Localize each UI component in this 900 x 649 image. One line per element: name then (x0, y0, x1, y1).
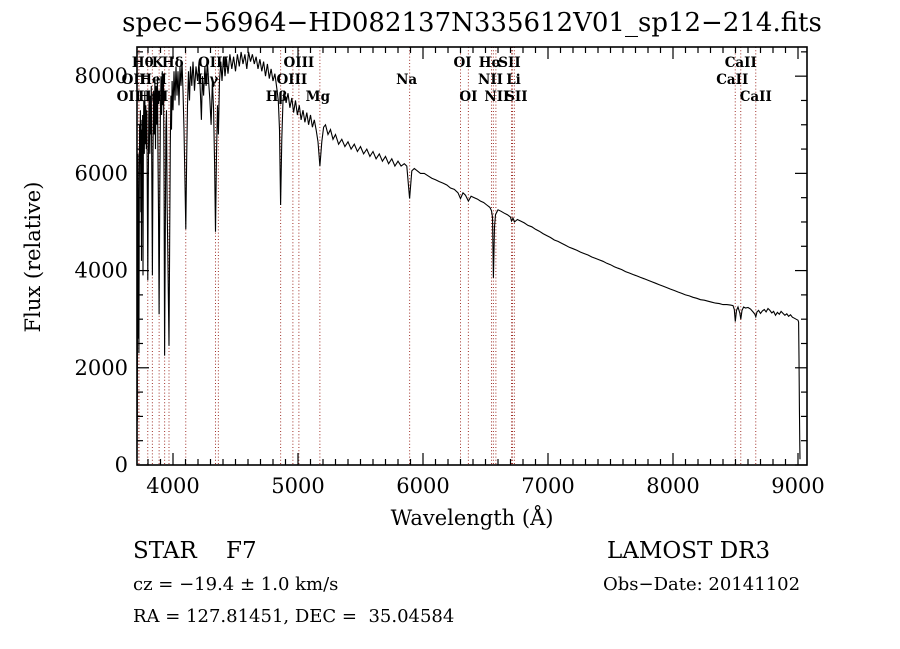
survey-release-label: LAMOST DR3 (607, 538, 771, 564)
spectral-line-label: OIII (277, 72, 308, 88)
x-tick-label: 5000 (271, 474, 324, 498)
spectral-line-label: OII (117, 89, 141, 105)
spectral-line-label: NII (478, 72, 503, 88)
x-tick-label: 9000 (771, 474, 824, 498)
spectral-line-label: OII (122, 72, 146, 88)
object-class-label: STAR F7 (133, 538, 257, 564)
spectral-line-label: Mg (306, 89, 331, 105)
y-tick-label: 0 (115, 453, 128, 477)
ra-dec-label: RA = 127.81451, DEC = 35.04584 (133, 606, 455, 627)
spectral-line-label: CaII (716, 72, 748, 88)
x-tick-label: 4000 (146, 474, 199, 498)
spectral-line-label: HeI (139, 72, 167, 88)
spectral-line-label: SII (498, 55, 520, 71)
spectral-line-label: Hη (138, 89, 161, 105)
spectral-line-label: SII (505, 89, 527, 105)
spectral-line-label: H (156, 89, 169, 105)
y-tick-label: 2000 (75, 356, 128, 380)
x-tick-label: 6000 (396, 474, 449, 498)
spectral-line-label: Hθ (132, 55, 154, 71)
y-tick-label: 6000 (75, 161, 128, 185)
spectral-line-label: CaII (725, 55, 757, 71)
spectral-line-label: OI (459, 89, 477, 105)
spectral-line-label: Hγ (197, 72, 219, 88)
x-tick-label: 7000 (521, 474, 574, 498)
y-axis-label: Flux (relative) (21, 181, 45, 333)
plot-title: spec−56964−HD082137N335612V01_sp12−214.f… (122, 8, 822, 38)
y-tick-label: 8000 (75, 64, 128, 88)
axes-box (136, 46, 808, 466)
spectral-line-label: OIII (198, 55, 229, 71)
spectral-line-label: Hα (479, 55, 503, 71)
x-axis-label: Wavelength (Å) (390, 506, 554, 530)
spectral-line-label: CaII (740, 89, 772, 105)
spectral-line-label: NII (484, 89, 509, 105)
spectral-line-label: K (152, 55, 165, 71)
y-tick-label: 4000 (75, 259, 128, 283)
spectral-line-label: Na (396, 72, 417, 88)
spectral-line-label: OI (453, 55, 471, 71)
cz-velocity-label: cz = −19.4 ± 1.0 km/s (133, 574, 339, 595)
spectral-line-label: Hβ (266, 89, 288, 105)
spectral-line-label: OIII (284, 55, 315, 71)
obs-date-label: Obs−Date: 20141102 (603, 574, 801, 595)
spectral-line-label: Li (506, 72, 521, 88)
x-tick-label: 8000 (646, 474, 699, 498)
spectral-line-label: Hδ (162, 55, 184, 71)
spectrum-line (136, 51, 801, 460)
